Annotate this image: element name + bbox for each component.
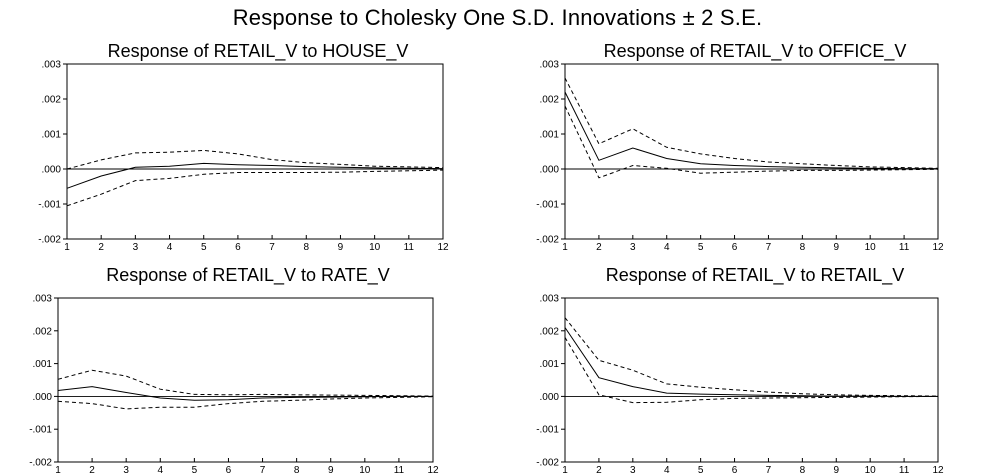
x-tick-label: 2 (596, 242, 602, 253)
x-tick-label: 12 (932, 465, 944, 476)
figure-title: Response to Cholesky One S.D. Innovation… (232, 5, 763, 30)
upper-band-line (564, 317, 939, 397)
upper-band-line (66, 149, 444, 170)
x-tick-label: 6 (235, 242, 241, 253)
y-tick-label: .002 (540, 95, 560, 106)
x-tick-label: 6 (226, 465, 232, 476)
y-tick-label: .002 (540, 326, 560, 337)
plot-frame (57, 297, 434, 463)
plot-frame (564, 63, 939, 240)
y-tick-label: -.001 (536, 200, 559, 211)
x-tick-label: 9 (833, 242, 839, 253)
x-tick-label: 5 (698, 242, 704, 253)
response-line (564, 91, 938, 170)
x-tick-label: 9 (338, 242, 344, 253)
x-tick-label: 3 (630, 465, 636, 476)
x-tick-label: 7 (766, 465, 772, 476)
x-tick-label: 10 (865, 465, 877, 476)
x-tick-label: 11 (899, 465, 910, 476)
x-tick-label: 11 (899, 242, 910, 253)
y-tick-label: -.002 (536, 458, 559, 469)
x-tick-label: 5 (192, 465, 198, 476)
y-tick-label: .001 (42, 130, 62, 141)
y-tick-label: .000 (33, 392, 53, 403)
y-tick-label: .000 (42, 165, 62, 176)
upper-band-line (564, 77, 939, 169)
y-tick-label: .003 (540, 60, 560, 71)
x-tick-label: 12 (932, 242, 944, 253)
x-tick-label: 10 (369, 242, 381, 253)
y-tick-label: -.001 (38, 200, 61, 211)
lower-band-line (564, 105, 939, 179)
x-tick-label: 8 (294, 465, 300, 476)
chart-title: Response of RETAIL_V to RATE_V (106, 265, 389, 286)
x-tick-label: 8 (303, 242, 309, 253)
x-tick-label: 6 (732, 242, 738, 253)
response-line (564, 327, 938, 397)
chart-title: Response of RETAIL_V to OFFICE_V (604, 41, 907, 62)
x-tick-label: 9 (328, 465, 334, 476)
x-tick-label: 1 (562, 242, 568, 253)
x-tick-label: 11 (404, 242, 415, 253)
y-tick-label: .003 (540, 294, 560, 305)
x-tick-label: 12 (437, 242, 449, 253)
x-tick-label: 7 (260, 465, 266, 476)
x-tick-label: 1 (562, 465, 568, 476)
lower-band-line (564, 337, 939, 404)
x-tick-label: 7 (766, 242, 772, 253)
y-tick-label: .001 (540, 359, 560, 370)
y-tick-label: .001 (33, 359, 53, 370)
x-tick-label: 8 (800, 242, 806, 253)
x-tick-label: 1 (64, 242, 70, 253)
chart-panel-2: Response of RETAIL_V to OFFICE_V -.002 -.0… (536, 41, 944, 253)
response-line (57, 386, 433, 401)
x-tick-label: 6 (732, 465, 738, 476)
chart-panel-3: Response of RETAIL_V to RATE_V -.002 -.001… (29, 265, 439, 476)
y-tick-label: .002 (33, 326, 53, 337)
plot-frame (564, 297, 939, 463)
x-tick-label: 11 (394, 465, 405, 476)
chart-panel-1: Response of RETAIL_V to HOUSE_V -.002 -.00… (38, 41, 449, 253)
x-tick-label: 2 (596, 465, 602, 476)
x-tick-label: 4 (167, 242, 173, 253)
x-tick-label: 10 (865, 242, 877, 253)
x-tick-label: 3 (133, 242, 139, 253)
chart-panel-4: Response of RETAIL_V to RETAIL_V -.002 -.0… (536, 265, 944, 476)
x-tick-label: 2 (98, 242, 104, 253)
x-tick-label: 10 (359, 465, 371, 476)
response-line (66, 162, 444, 189)
x-tick-label: 5 (201, 242, 207, 253)
x-tick-label: 3 (630, 242, 636, 253)
chart-title: Response of RETAIL_V to HOUSE_V (108, 41, 409, 62)
x-tick-label: 1 (55, 465, 61, 476)
x-tick-label: 9 (833, 465, 839, 476)
y-tick-label: .003 (33, 294, 53, 305)
x-tick-label: 7 (269, 242, 275, 253)
lower-band-line (66, 169, 444, 207)
y-tick-label: .001 (540, 130, 560, 141)
y-tick-label: .000 (540, 392, 560, 403)
y-tick-label: -.002 (536, 235, 559, 246)
x-tick-label: 12 (427, 465, 439, 476)
y-tick-label: -.001 (29, 425, 52, 436)
y-tick-label: -.002 (29, 458, 52, 469)
x-tick-label: 4 (157, 465, 163, 476)
plot-frame (66, 63, 444, 240)
y-tick-label: .003 (42, 60, 62, 71)
chart-title: Response of RETAIL_V to RETAIL_V (606, 265, 904, 286)
x-tick-label: 8 (800, 465, 806, 476)
y-tick-label: .000 (540, 165, 560, 176)
y-tick-label: -.002 (38, 235, 61, 246)
x-tick-label: 4 (664, 242, 670, 253)
x-tick-label: 3 (123, 465, 129, 476)
x-tick-label: 2 (89, 465, 95, 476)
y-tick-label: .002 (42, 95, 62, 106)
x-tick-label: 4 (664, 465, 670, 476)
upper-band-line (57, 369, 434, 397)
x-tick-label: 5 (698, 465, 704, 476)
y-tick-label: -.001 (536, 425, 559, 436)
